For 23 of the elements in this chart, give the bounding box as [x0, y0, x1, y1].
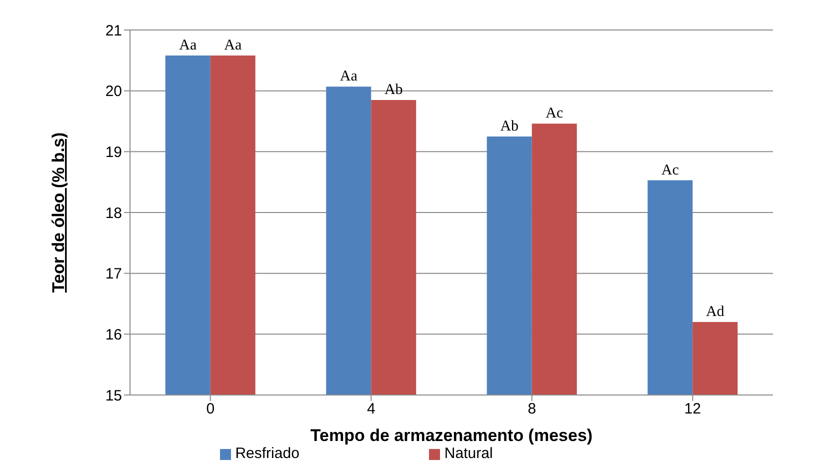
x-tick-label: 4	[366, 400, 376, 418]
x-tick-label: 0	[206, 400, 215, 418]
data-label: Ac	[661, 162, 680, 178]
y-tick-label: 20	[105, 83, 122, 100]
y-tick-label: 18	[105, 204, 122, 222]
x-axis-title: Tempo de armazenamento (meses)	[310, 426, 593, 445]
data-label: Aa	[179, 38, 197, 54]
y-tick-label: 16	[105, 326, 122, 344]
x-tick-label: 8	[528, 400, 536, 418]
y-tick-label: 17	[105, 266, 122, 283]
data-label: Ab	[500, 118, 519, 134]
data-label: Ab	[384, 82, 403, 98]
y-tick-label: 21	[105, 22, 122, 40]
data-label: Aa	[224, 38, 242, 54]
y-tick-label: 15	[105, 387, 122, 404]
legend-label: Natural	[444, 445, 493, 462]
y-axis-title: Teor de óleo (% b.s)	[49, 132, 68, 293]
legend-label: Resfriado	[235, 445, 300, 462]
data-label: Ad	[706, 304, 725, 320]
data-label: Ac	[546, 106, 564, 122]
y-tick-label: 19	[105, 144, 122, 161]
x-tick-label: 12	[684, 400, 701, 418]
data-label: Aa	[340, 68, 358, 85]
